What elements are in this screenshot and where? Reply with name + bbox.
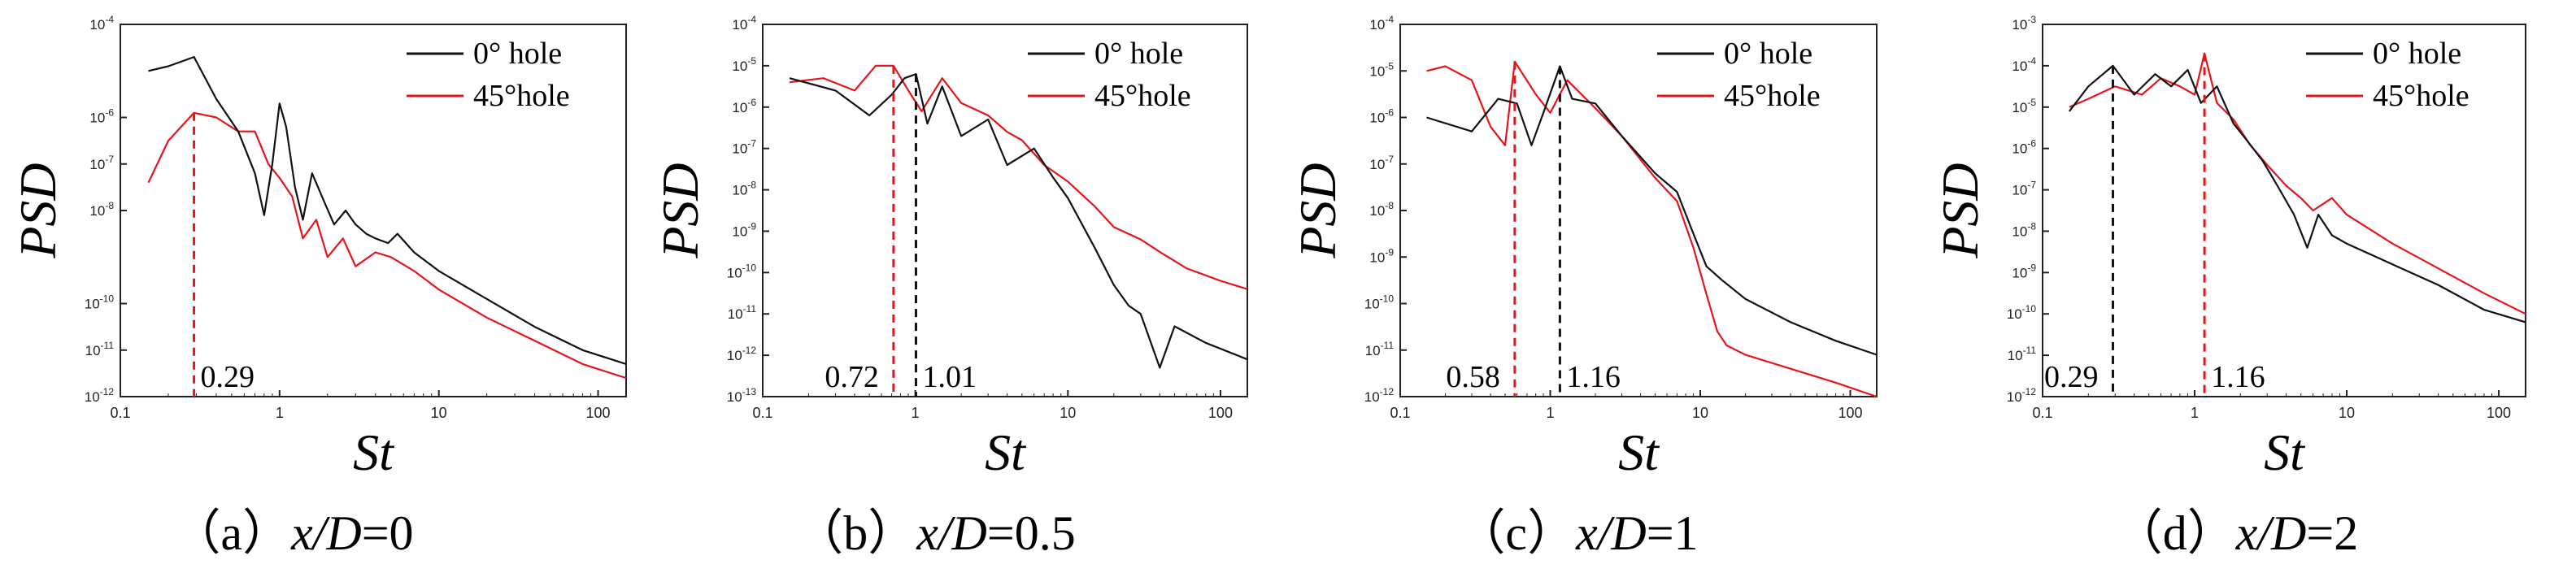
legend-entry: 0° hole — [1094, 37, 1183, 71]
x-axis-label: St — [985, 423, 1027, 481]
y-tick-label: 10-5 — [1369, 60, 1394, 79]
panel-a: 0.1 1 10 100 10-4 10-6 10-7 10-8 10-10 10-11 10-12… — [9, 14, 627, 560]
x-tick-label: 100 — [2487, 405, 2511, 421]
panel-caption: （a）x/D=0 — [172, 506, 413, 560]
x-tick-label: 10 — [2339, 405, 2355, 421]
legend-entry: 45°hole — [2373, 79, 2469, 113]
series-line-zero-deg — [1426, 65, 1878, 356]
peak-marker-label: 0.58 — [1446, 360, 1500, 394]
x-tick-label: 1 — [2191, 405, 2199, 421]
y-axis-label: PSD — [1931, 163, 1989, 258]
x-tick-label: 0.1 — [752, 405, 772, 421]
series-line-zero-deg — [2069, 64, 2526, 323]
y-tick-label: 10-10 — [1364, 293, 1395, 312]
y-tick-label: 10-11 — [1365, 340, 1395, 358]
panel-caption: （c）x/D=1 — [1456, 506, 1698, 560]
y-axis-label: PSD — [1289, 163, 1347, 258]
y-tick-label: 10-4 — [2012, 55, 2036, 74]
x-tick-label: 100 — [1208, 405, 1233, 421]
y-tick-label: 10-9 — [732, 220, 756, 239]
panel-b: 0.1 1 10 100 10-4 10-5 10-6 10-7 10-8 10-9 10-10 10… — [651, 14, 1248, 560]
y-tick-label: 10-6 — [1369, 107, 1394, 126]
x-tick-label: 1 — [912, 405, 920, 421]
x-tick-label: 0.1 — [110, 405, 130, 421]
x-axis-label: St — [1618, 423, 1660, 481]
y-tick-label: 10-8 — [89, 200, 114, 219]
peak-marker-label: 0.29 — [201, 360, 255, 394]
y-tick-label: 10-4 — [732, 14, 756, 33]
y-tick-label: 10-10 — [2007, 303, 2037, 322]
panel-caption: （b）x/D=0.5 — [794, 506, 1075, 560]
y-tick-label: 10-13 — [727, 386, 757, 405]
x-tick-label: 0.1 — [2032, 405, 2052, 421]
x-tick-label: 10 — [1060, 405, 1076, 421]
y-tick-label: 10-11 — [728, 303, 757, 322]
y-tick-label: 10-8 — [1369, 200, 1394, 219]
peak-marker-label: 1.01 — [922, 360, 977, 394]
y-tick-label: 10-4 — [89, 14, 114, 33]
x-tick-label: 1 — [276, 405, 284, 421]
y-tick-label: 10-11 — [2008, 345, 2037, 363]
y-tick-label: 10-9 — [1369, 246, 1394, 265]
y-tick-label: 10-12 — [1364, 386, 1395, 405]
x-tick-label: 10 — [431, 405, 447, 421]
y-tick-label: 10-8 — [2012, 220, 2036, 239]
y-tick-label: 10-6 — [2012, 138, 2036, 157]
y-tick-label: 10-10 — [85, 293, 115, 312]
x-tick-label: 10 — [1692, 405, 1708, 421]
y-tick-label: 10-8 — [732, 180, 756, 198]
plot-frame — [762, 24, 1248, 397]
series-line-zero-deg — [148, 55, 627, 365]
legend-entry: 45°hole — [1724, 79, 1821, 113]
x-axis-label: St — [2264, 423, 2306, 481]
y-tick-label: 10-12 — [2007, 386, 2037, 405]
peak-marker-label: 1.16 — [1566, 360, 1621, 394]
y-tick-label: 10-5 — [732, 55, 756, 74]
y-tick-label: 10-12 — [727, 345, 757, 363]
plot-frame — [2042, 24, 2526, 397]
x-axis-label: St — [353, 423, 395, 481]
peak-marker-label: 0.29 — [2044, 360, 2099, 394]
series-line-forty-five-deg — [789, 64, 1248, 290]
panel-d: 0.1 1 10 100 10-3 10-4 10-5 10-6 10-7 10-8 10-9 10-… — [1931, 14, 2526, 560]
y-tick-label: 10-12 — [85, 386, 115, 405]
x-tick-label: 0.1 — [1390, 405, 1410, 421]
panel-c: 0.1 1 10 100 10-4 10-5 10-6 10-7 10-8 10-9 10-10 10… — [1289, 14, 1878, 560]
x-tick-label: 1 — [1546, 405, 1554, 421]
x-tick-label: 100 — [585, 405, 610, 421]
legend-entry: 0° hole — [2373, 37, 2461, 71]
legend-entry: 45°hole — [473, 79, 570, 113]
y-tick-label: 10-11 — [85, 340, 115, 358]
legend-entry: 45°hole — [1094, 79, 1191, 113]
y-tick-label: 10-7 — [2012, 180, 2036, 198]
y-tick-label: 10-7 — [1369, 154, 1394, 172]
y-tick-label: 10-6 — [732, 97, 756, 115]
y-tick-label: 10-9 — [2012, 262, 2036, 280]
series-line-forty-five-deg — [147, 111, 627, 380]
y-axis-label: PSD — [9, 163, 67, 258]
peak-marker-label: 1.16 — [2211, 360, 2265, 394]
y-tick-label: 10-7 — [732, 138, 756, 157]
y-tick-label: 10-3 — [2012, 14, 2036, 33]
legend-entry: 0° hole — [1724, 37, 1812, 71]
legend-entry: 0° hole — [473, 37, 562, 71]
y-tick-label: 10-5 — [2012, 97, 2036, 115]
y-tick-label: 10-7 — [89, 154, 114, 172]
panel-caption: （d）x/D=2 — [2114, 506, 2358, 560]
peak-marker-label: 0.72 — [825, 360, 879, 394]
x-tick-label: 100 — [1838, 405, 1862, 421]
y-tick-label: 10-10 — [727, 262, 757, 280]
y-tick-label: 10-4 — [1369, 14, 1394, 33]
y-axis-label: PSD — [651, 163, 709, 258]
y-tick-label: 10-6 — [89, 107, 114, 126]
series-line-zero-deg — [789, 72, 1248, 369]
